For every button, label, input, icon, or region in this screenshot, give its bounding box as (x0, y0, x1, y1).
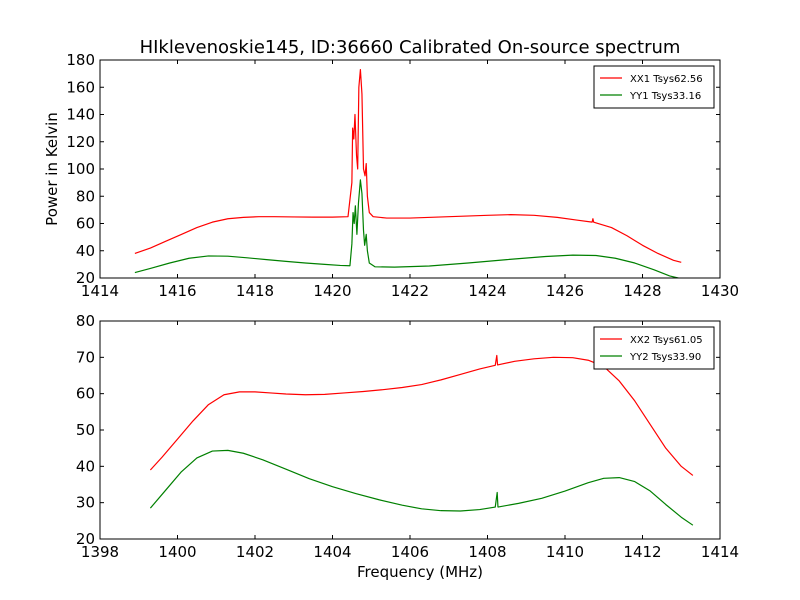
y-tick-label: 40 (76, 457, 95, 475)
y-tick-label: 180 (66, 51, 95, 69)
series-line-2 (149, 449, 694, 526)
legend-box (593, 65, 715, 109)
y-tick-label: 80 (76, 187, 95, 205)
x-tick-label: 1426 (546, 282, 584, 300)
x-tick-label: 1428 (623, 282, 661, 300)
x-tick-label: 1416 (158, 282, 196, 300)
x-tick-label: 1420 (313, 282, 351, 300)
x-tick-label: 1412 (623, 543, 661, 561)
chart-panels: 1414 1416 1418 1420 1422 1424 1426 1428 1430 20 40… (43, 51, 739, 581)
y-tick-label: 60 (76, 385, 95, 403)
x-tick-label: 1424 (468, 282, 506, 300)
series-line-2 (134, 179, 681, 278)
series-line-1 (149, 354, 694, 476)
y-tick-label: 70 (76, 348, 95, 366)
x-tick-label: 1408 (468, 543, 506, 561)
legend-entry: YY1 Tsys33.16 (629, 91, 701, 102)
y-tick-label: 100 (66, 160, 95, 178)
x-tick-label: 1404 (313, 543, 351, 561)
y-tick-label: 160 (66, 78, 95, 96)
y-axis-label: Power in Kelvin (43, 112, 61, 226)
x-tick-label: 1418 (236, 282, 274, 300)
series-line-1 (134, 68, 682, 263)
y-tick-label: 140 (66, 106, 95, 124)
figure-title: HIklevenoskie145, ID:36660 Calibrated On… (140, 37, 681, 58)
x-tick-label: 1406 (391, 543, 429, 561)
x-tick-label: 1414 (701, 543, 739, 561)
y-tick-label: 20 (76, 530, 95, 548)
y-tick-label: 50 (76, 421, 95, 439)
x-tick-label: 1410 (546, 543, 584, 561)
legend-entry: XX1 Tsys62.56 (630, 74, 703, 85)
legend-entry: XX2 Tsys61.05 (630, 335, 703, 346)
y-tick-label: 60 (76, 215, 95, 233)
panel-2: 1398 1400 1402 1404 1406 1408 1410 1412 1414 20 30… (76, 312, 739, 581)
legend-box (593, 326, 715, 370)
y-tick-label: 20 (76, 269, 95, 287)
legend-entry: YY2 Tsys33.90 (629, 352, 701, 363)
x-tick-label: 1400 (158, 543, 196, 561)
x-tick-label: 1422 (391, 282, 429, 300)
x-tick-label: 1414 (81, 282, 119, 300)
y-tick-label: 40 (76, 242, 95, 260)
legend: XX2 Tsys61.05 YY2 Tsys33.90 (593, 326, 715, 370)
x-tick-label: 1398 (81, 543, 119, 561)
y-tick-label: 80 (76, 312, 95, 330)
x-axis-label: Frequency (MHz) (357, 563, 483, 581)
x-tick-label: 1402 (236, 543, 274, 561)
panel-1: 1414 1416 1418 1420 1422 1424 1426 1428 1430 20 40… (43, 51, 739, 300)
x-tick-label: 1430 (701, 282, 739, 300)
legend: XX1 Tsys62.56 YY1 Tsys33.16 (593, 65, 715, 109)
y-tick-label: 120 (66, 133, 95, 151)
y-tick-label: 30 (76, 494, 95, 512)
